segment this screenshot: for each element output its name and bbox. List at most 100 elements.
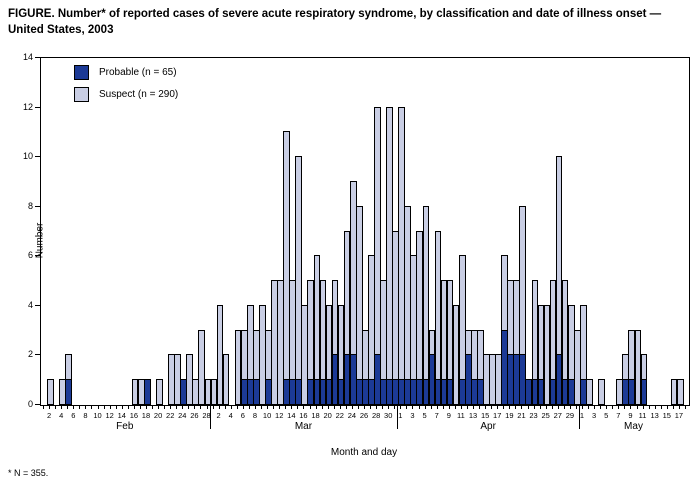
x-tick [406, 405, 408, 409]
x-tick [424, 405, 426, 409]
suspect-segment [519, 205, 527, 356]
x-tick-label: 26 [190, 411, 199, 420]
x-tick [43, 405, 45, 409]
bar-stack [676, 379, 684, 405]
y-tick [35, 255, 40, 257]
x-tick [430, 405, 432, 409]
x-tick [582, 405, 584, 409]
x-tick-label: 10 [93, 411, 102, 420]
x-tick-label: 14 [117, 411, 126, 420]
x-tick-label: 7 [434, 411, 439, 420]
y-tick [35, 205, 40, 207]
x-tick-label: 17 [493, 411, 502, 420]
x-tick-label: 11 [456, 411, 465, 420]
x-tick-label: 13 [650, 411, 659, 420]
x-tick [448, 405, 450, 409]
x-tick [460, 405, 462, 409]
x-tick [97, 405, 99, 409]
x-tick-label: 7 [616, 411, 621, 420]
x-tick-label: 15 [480, 411, 490, 420]
month-label: May [624, 421, 643, 432]
month-separator [209, 405, 211, 429]
x-tick [400, 405, 402, 409]
x-tick-label: 16 [299, 411, 308, 420]
x-tick [563, 405, 565, 409]
x-tick-label: 26 [359, 411, 369, 420]
x-tick [267, 405, 269, 409]
y-tick-label: 14 [22, 52, 33, 62]
x-tick-label: 28 [371, 411, 381, 420]
y-tick [35, 156, 40, 158]
x-tick [376, 405, 378, 409]
bars-container [41, 58, 689, 405]
x-tick-label: 9 [446, 411, 451, 420]
x-tick [127, 405, 129, 409]
x-tick-label: 4 [59, 411, 64, 420]
x-tick [309, 405, 311, 409]
x-tick-label: 14 [287, 411, 296, 420]
y-tick [35, 404, 40, 405]
x-tick [521, 405, 523, 409]
x-tick [103, 405, 105, 409]
x-tick [152, 405, 154, 409]
x-tick [73, 405, 75, 409]
footnote: * N = 355. [8, 468, 49, 478]
suspect-segment [555, 156, 563, 356]
x-tick [188, 405, 190, 409]
x-tick [636, 405, 638, 409]
month-separator [578, 405, 580, 429]
x-tick-label: 1 [579, 411, 585, 420]
bar-stack [586, 379, 593, 405]
x-tick [684, 405, 686, 409]
x-tick [466, 405, 468, 409]
x-tick [345, 405, 347, 409]
probable-segment [65, 379, 72, 405]
x-tick-label: 20 [153, 411, 163, 420]
x-tick [315, 405, 317, 409]
legend-swatch-suspect [74, 87, 89, 102]
x-tick-label: 15 [662, 411, 671, 420]
month-label: Apr [480, 421, 496, 432]
x-tick [327, 405, 329, 409]
x-tick [279, 405, 281, 409]
x-tick [212, 405, 214, 409]
x-tick [297, 405, 299, 409]
x-tick [648, 405, 650, 409]
x-tick [503, 405, 505, 409]
x-tick-label: 25 [541, 411, 550, 420]
x-tick [442, 405, 444, 409]
y-tick [35, 304, 40, 306]
suspect-segment [374, 106, 381, 356]
probable-segment [143, 379, 151, 405]
suspect-segment [47, 379, 54, 405]
x-tick-label: 3 [592, 411, 597, 420]
legend-label-probable: Probable (n = 65) [99, 67, 177, 78]
x-tick [182, 405, 184, 409]
x-tick-label: 18 [311, 411, 320, 420]
suspect-segment [283, 131, 290, 381]
x-tick [351, 405, 353, 409]
x-tick [473, 405, 474, 409]
y-tick-label: 8 [27, 200, 33, 211]
x-tick [509, 405, 511, 409]
x-tick-label: 3 [410, 411, 415, 420]
x-tick [612, 405, 614, 409]
x-tick [394, 405, 396, 409]
x-tick [291, 405, 293, 409]
legend: Probable (n = 65) Suspect (n = 290) [74, 65, 178, 109]
suspect-segment [579, 304, 587, 381]
x-tick [218, 405, 220, 409]
month-label: Mar [294, 421, 313, 432]
y-tick [35, 57, 40, 58]
x-tick-label: 12 [275, 411, 284, 420]
bar-stack [156, 379, 163, 405]
x-tick [164, 405, 166, 409]
x-tick [121, 405, 123, 409]
x-tick [364, 405, 365, 409]
x-tick-label: 16 [129, 411, 139, 420]
x-tick [418, 405, 420, 409]
x-tick [55, 405, 57, 409]
y-tick-label: 12 [22, 101, 33, 112]
x-tick-label: 22 [335, 411, 344, 420]
